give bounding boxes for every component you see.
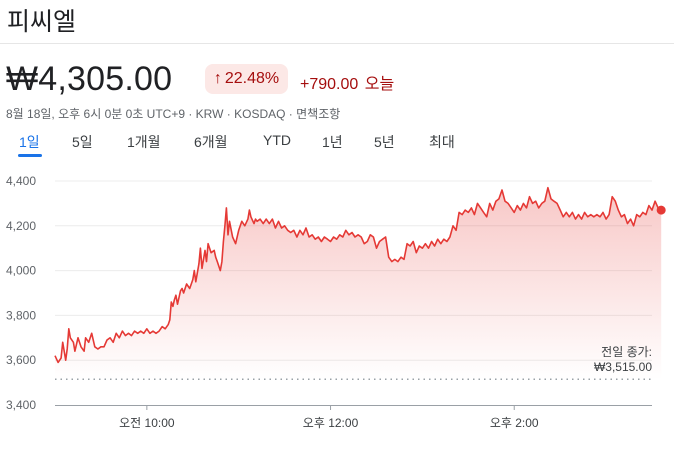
y-tick-label: 3,400 [6, 398, 36, 412]
percent-change-value: 22.48% [224, 70, 280, 87]
tab-max[interactable]: 최대 [429, 134, 455, 150]
range-tabs: 1일 5일 1개월 6개월 YTD 1년 5년 최대 [0, 130, 674, 158]
tab-5y[interactable]: 5년 [374, 134, 395, 150]
previous-close-label: 전일 종가: [601, 345, 652, 359]
tab-1y[interactable]: 1년 [322, 134, 343, 150]
active-tab-indicator [18, 154, 42, 157]
previous-close-value: ₩3,515.00 [594, 360, 652, 374]
tab-1d[interactable]: 1일 [19, 134, 40, 150]
x-tick-label: 오후 12:00 [303, 416, 359, 430]
tab-ytd[interactable]: YTD [263, 132, 291, 148]
today-label: 오늘 [364, 76, 395, 93]
absolute-change: +790.00 오늘 [300, 70, 394, 94]
stock-title: 피씨엘 [7, 8, 77, 36]
tab-5d[interactable]: 5일 [72, 134, 93, 150]
last-price-dot [656, 205, 666, 215]
x-tick-label: 오후 2:00 [490, 416, 539, 430]
absolute-change-value: +790.00 [300, 76, 359, 93]
y-tick-label: 4,400 [6, 174, 36, 188]
y-tick-label: 4,200 [6, 219, 36, 233]
price-line [54, 186, 662, 364]
price-area-fill [55, 187, 662, 380]
y-tick-label: 3,800 [6, 308, 36, 322]
up-arrow-icon: ↑ [213, 70, 222, 87]
y-tick-label: 4,000 [6, 264, 36, 278]
x-tick-label: 오전 10:00 [119, 416, 175, 430]
header-divider [0, 43, 674, 44]
tab-1m[interactable]: 1개월 [127, 134, 161, 150]
tab-6m[interactable]: 6개월 [194, 134, 228, 150]
y-tick-label: 3,600 [6, 353, 36, 367]
current-price: ₩4,305.00 [6, 60, 173, 98]
percent-change-badge: ↑ 22.48% [205, 64, 288, 94]
price-meta: 8월 18일, 오후 6시 0분 0초 UTC+9 · KRW · KOSDAQ… [6, 107, 341, 121]
